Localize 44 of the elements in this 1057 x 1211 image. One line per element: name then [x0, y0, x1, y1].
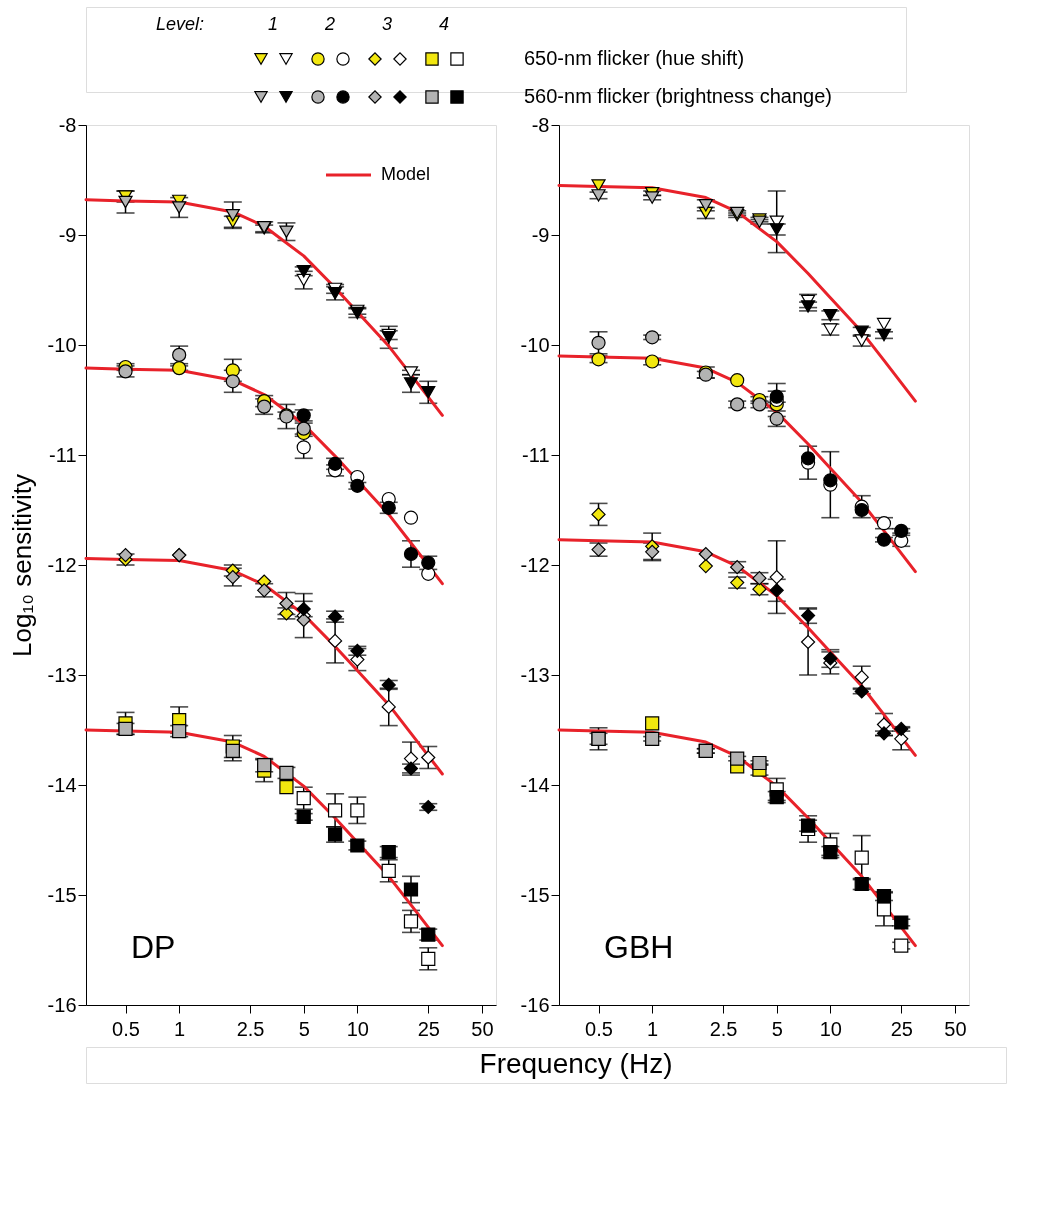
y-tick-label: -11: [522, 443, 550, 466]
x-tick-label: 1: [174, 1017, 186, 1040]
x-tick-label: 2.5: [709, 1017, 738, 1040]
x-tick-label: 10: [819, 1017, 842, 1040]
x-tick-label: 2.5: [236, 1017, 265, 1040]
x-tick-label: 25: [890, 1017, 913, 1040]
x-axis-title: Frequency (Hz): [479, 1048, 673, 1079]
x-tick-label: 5: [771, 1017, 783, 1040]
y-tick-label: -9: [531, 223, 550, 246]
text: 2: [323, 14, 336, 34]
y-tick-label: -12: [47, 553, 77, 576]
y-tick-label: -8: [531, 113, 550, 136]
text: 1: [267, 14, 279, 34]
y-tick-label: -14: [47, 773, 77, 796]
y-tick-label: -10: [520, 333, 550, 356]
y-tick-label: -16: [520, 993, 550, 1016]
x-tick-label: 0.5: [112, 1017, 140, 1040]
y-tick-label: -9: [58, 223, 77, 246]
x-tick-label: 50: [944, 1017, 967, 1040]
x-tick-label: 25: [417, 1017, 440, 1040]
text: DP: [131, 929, 176, 965]
y-tick-label: -11: [49, 443, 77, 466]
text: 650-nm flicker (hue shift): [524, 47, 745, 69]
y-tick-label: -10: [47, 333, 77, 356]
text: 3: [381, 14, 393, 34]
y-tick-label: -16: [47, 993, 77, 1016]
y-tick-label: -12: [520, 553, 550, 576]
y-tick-label: -13: [47, 663, 77, 686]
x-tick-label: 50: [471, 1017, 494, 1040]
text: Level:: [156, 14, 205, 34]
y-axis-title: Log₁₀ sensitivity: [6, 474, 37, 657]
legend-label: Model: [381, 164, 431, 184]
x-tick-label: 1: [647, 1017, 659, 1040]
text: 4: [438, 14, 450, 34]
y-tick-label: -15: [520, 883, 550, 906]
text: GBH: [604, 929, 674, 965]
x-tick-label: 10: [346, 1017, 369, 1040]
y-tick-label: -15: [47, 883, 77, 906]
x-tick-label: 5: [298, 1017, 310, 1040]
text: 560-nm flicker (brightness change): [524, 85, 832, 107]
y-tick-label: -8: [58, 113, 77, 136]
y-tick-label: -13: [520, 663, 550, 686]
x-tick-label: 0.5: [585, 1017, 613, 1040]
y-tick-label: -14: [520, 773, 550, 796]
